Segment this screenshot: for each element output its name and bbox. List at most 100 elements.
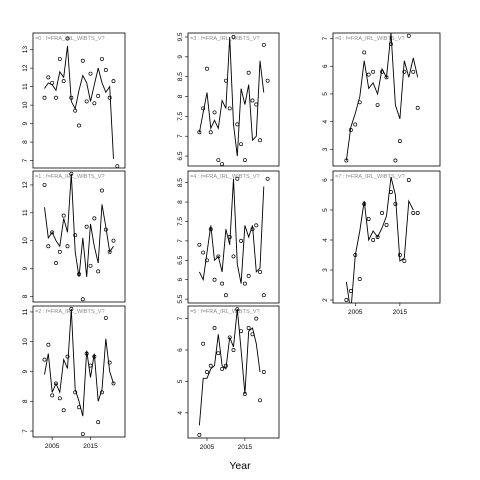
data-point <box>415 211 420 215</box>
data-point <box>208 227 213 232</box>
panel-title: =6 : f=FRA_IRL_WIBTS_V? <box>335 36 405 42</box>
y-tick-label: 7.5 <box>177 217 184 226</box>
data-point <box>61 79 66 84</box>
x-tick-label: 2015 <box>393 309 408 316</box>
data-point <box>84 99 89 104</box>
y-tick-label: 7 <box>177 316 184 320</box>
data-point <box>254 102 259 107</box>
series-line <box>345 176 414 303</box>
data-point <box>261 370 266 374</box>
data-point <box>389 190 393 194</box>
data-point <box>362 50 367 55</box>
data-point <box>393 202 398 206</box>
data-point <box>375 103 380 107</box>
data-point <box>80 58 85 63</box>
data-point <box>227 235 232 239</box>
panel-3: =3 : f=FRA_IRL_WIBTS_V? 6.5 7 7.5 8 8.5 9 9.5 <box>177 32 280 167</box>
data-point <box>402 259 407 263</box>
y-tick-label: 9 <box>22 266 29 270</box>
data-point <box>103 315 108 320</box>
data-point <box>216 254 221 259</box>
data-point <box>92 101 97 106</box>
data-point <box>77 123 81 128</box>
data-point <box>344 298 349 302</box>
x-tick-label: 2015 <box>83 443 98 450</box>
y-tick-label: 7 <box>22 429 29 433</box>
data-point <box>100 188 104 193</box>
x-axis-label: Year <box>229 460 251 472</box>
y-tick-label: 6.5 <box>177 255 184 264</box>
data-point <box>84 224 89 229</box>
data-point <box>235 176 240 181</box>
y-tick-label: 4 <box>177 411 184 415</box>
panel-title: =1 : f=FRA_IRL_WIBTS_V? <box>35 174 105 180</box>
panels-group: =0 : f=FRA_IRL_WIBTS_V? 7 8 9 10 11 12 13 =1 : f… <box>22 32 441 451</box>
data-point <box>231 254 236 259</box>
y-tick-label: 2 <box>322 298 329 302</box>
data-point <box>231 35 236 39</box>
series-line <box>198 36 265 157</box>
y-tick-label: 12 <box>22 64 29 72</box>
panel-2: =2 : f=FRA_IRL_WIBTS_V? 7 8 9 10 11 2005 2015 <box>22 305 126 450</box>
series-line <box>44 45 114 159</box>
panel-frame <box>187 305 280 439</box>
series-line <box>198 178 265 284</box>
data-point <box>231 348 236 352</box>
y-tick-label: 4 <box>322 238 329 242</box>
data-point <box>65 354 70 359</box>
data-point <box>100 390 104 395</box>
y-tick-label: 7 <box>177 239 184 243</box>
data-point <box>384 223 389 227</box>
data-point <box>246 273 251 278</box>
panel-data <box>197 35 270 166</box>
panel-frame <box>332 170 441 304</box>
data-point <box>111 381 116 386</box>
panel-title: =5 : f=FRA_IRL_WIBTS_V? <box>190 309 260 315</box>
data-point <box>406 178 411 182</box>
data-point <box>197 432 202 437</box>
data-point <box>393 158 398 163</box>
data-point <box>227 335 232 340</box>
panel-frame <box>32 305 126 438</box>
data-point <box>103 227 108 232</box>
panel-data <box>42 171 116 302</box>
data-point <box>261 42 266 47</box>
data-point <box>80 432 85 436</box>
y-tick-label: 5 <box>322 208 329 212</box>
data-point <box>258 138 262 143</box>
data-point <box>366 72 371 77</box>
data-point <box>46 75 51 80</box>
data-point <box>397 253 402 257</box>
data-point <box>205 66 209 71</box>
data-point <box>42 182 47 187</box>
data-point <box>80 297 85 302</box>
data-point <box>223 78 228 83</box>
y-tick-label: 5 <box>322 92 329 96</box>
data-point <box>73 108 78 113</box>
data-point <box>69 307 74 311</box>
data-point <box>366 217 371 221</box>
data-point <box>197 242 202 247</box>
data-point <box>57 249 62 254</box>
data-point <box>220 366 225 371</box>
data-point <box>362 202 367 206</box>
panel-frame <box>32 170 126 303</box>
data-point <box>235 122 240 127</box>
data-point <box>239 329 244 334</box>
data-point <box>384 75 389 80</box>
data-point <box>77 405 81 410</box>
data-point <box>103 68 108 72</box>
y-tick-label: 7 <box>22 158 29 162</box>
data-point <box>375 235 380 239</box>
data-point <box>250 227 255 232</box>
data-point <box>357 100 362 105</box>
y-tick-label: 3 <box>322 268 329 272</box>
data-point <box>205 370 209 374</box>
data-point <box>88 363 93 368</box>
panel-7: =7 : f=FRA_IRL_WIBTS_V? 2 3 4 5 6 2005 2015 <box>322 170 441 316</box>
data-point <box>201 250 206 255</box>
y-tick-label: 13 <box>22 46 29 54</box>
data-point <box>208 130 213 135</box>
y-tick-label: 10 <box>22 101 29 109</box>
y-tick-label: 6 <box>322 64 329 68</box>
